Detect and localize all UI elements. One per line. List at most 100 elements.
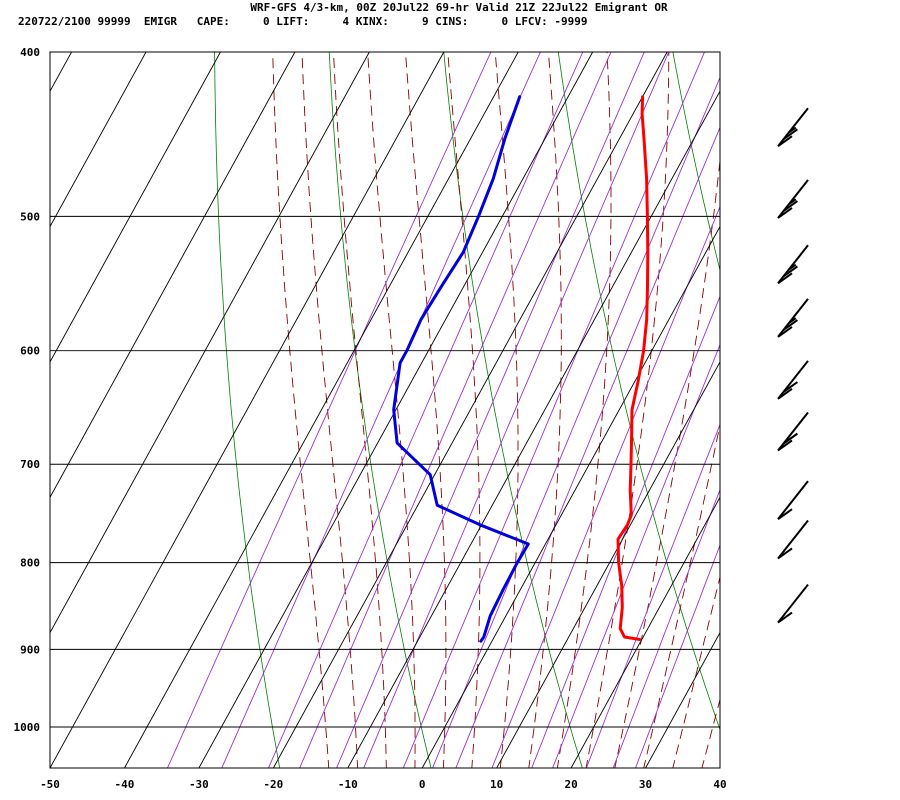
y-tick-labels: 400 500 600 700 800 900 1000 (14, 46, 41, 734)
wind-barb-flag (788, 263, 797, 271)
mixing-ratio-line (585, 423, 720, 768)
isotherm-line (421, 225, 720, 768)
wind-barb-staff (777, 583, 809, 624)
wind-barb (777, 298, 809, 338)
y-tick-label: 900 (20, 643, 40, 656)
dry-adiabat-line (892, 14, 900, 770)
x-tick-label: -30 (189, 778, 209, 791)
isotherm-line (50, 52, 296, 499)
dry-adiabat-line (672, 52, 720, 272)
wind-barb-flag (777, 508, 793, 520)
isotherm-line (719, 767, 720, 768)
mixing-ratio-line (531, 295, 720, 768)
moist-adiabat-line (367, 52, 416, 768)
temperature-profile-line (616, 95, 650, 641)
moist-adiabat-line (333, 52, 387, 768)
mixing-ratio-line (299, 52, 612, 768)
y-tick-label: 700 (20, 458, 40, 471)
isotherm-line (347, 90, 720, 768)
x-tick-labels: -50 -40 -30 -20 -10 0 10 20 30 40 (40, 778, 727, 791)
wind-barb-staff (777, 519, 809, 560)
y-tick-label: 400 (20, 46, 40, 59)
wind-barb-staff (777, 298, 809, 338)
thermodynamic-background (166, 14, 900, 770)
isotherm-line (50, 52, 147, 228)
moist-adiabat-line (301, 52, 359, 768)
wind-barb-flag (788, 126, 797, 134)
wind-barb-flag (782, 381, 798, 393)
moist-adiabat-line (643, 422, 720, 768)
wind-barb-flag (788, 317, 797, 325)
x-tick-label: 40 (713, 778, 726, 791)
mixing-ratio-line (552, 343, 720, 768)
dry-adiabat-line (557, 52, 720, 731)
x-tick-label: -10 (338, 778, 358, 791)
isotherm-line (272, 52, 668, 768)
isotherm-line (124, 52, 519, 768)
chart-grid (50, 52, 720, 768)
wind-barb-flag (777, 135, 793, 148)
wind-barb (777, 519, 809, 560)
wind-barb-flag (777, 439, 793, 452)
y-tick-label: 500 (20, 210, 40, 223)
isotherm-line (570, 496, 720, 768)
dry-adiabat-line (443, 52, 583, 768)
wind-barb-staff (777, 244, 809, 284)
moist-adiabat-line (731, 14, 900, 770)
wind-barb (777, 244, 809, 285)
wind-barb-flag (782, 265, 798, 278)
mixing-ratio-line (635, 544, 720, 768)
moist-adiabat-line (405, 52, 447, 768)
sounding-profiles (392, 95, 650, 643)
isotherm-line (50, 52, 72, 93)
isotherm-line (645, 631, 720, 768)
moist-adiabat-line (528, 52, 562, 768)
dewpoint-profile-line (392, 95, 530, 643)
mixing-ratio-line (267, 52, 584, 768)
wind-barb (777, 360, 809, 400)
wind-barb-flag (788, 198, 797, 206)
x-tick-label: 20 (564, 778, 577, 791)
chart-title: WRF-GFS 4/3-km, 00Z 20Jul22 69-hr Valid … (250, 1, 668, 14)
wind-barb-flag (777, 207, 793, 219)
moist-adiabat-line (585, 52, 670, 768)
x-tick-label: 10 (490, 778, 503, 791)
wind-barb-flag (777, 272, 793, 285)
wind-barb (777, 107, 809, 148)
moist-adiabat-line (760, 14, 900, 770)
moist-adiabat-line (701, 697, 720, 768)
wind-barb-flag (777, 388, 793, 400)
isotherm-line (50, 52, 221, 363)
wind-barb (777, 179, 809, 219)
wind-barb-staff (777, 480, 809, 520)
x-tick-label: 0 (419, 778, 426, 791)
wind-barb (777, 480, 809, 520)
mixing-ratio-line (336, 52, 645, 768)
wind-barb-flag (782, 128, 798, 141)
mixing-ratio-line (363, 52, 670, 768)
wind-barb (777, 411, 809, 452)
dry-adiabat-line (779, 14, 900, 770)
x-tick-label: 30 (639, 778, 652, 791)
moist-adiabat-line (614, 157, 720, 768)
mixing-ratio-line (612, 488, 720, 768)
wind-barb-staff (777, 360, 809, 400)
mixing-ratio-line (455, 126, 720, 768)
mixing-ratio-line (491, 205, 720, 768)
moist-adiabat-line (494, 52, 519, 768)
stability-params: 220722/2100 99999 EMIGR CAPE: 0 LIFT: 4 … (18, 15, 588, 28)
mixing-ratio-line (402, 52, 705, 768)
mixing-ratio-line (166, 52, 492, 768)
wind-barb-flag (782, 319, 798, 331)
plot-frame (49, 51, 721, 769)
y-tick-label: 1000 (14, 721, 41, 734)
dry-adiabat-line (328, 52, 432, 768)
wind-barb-flag (777, 547, 793, 560)
wind-barb-flag (777, 611, 793, 624)
moist-adiabat-line (272, 52, 330, 768)
y-tick-label: 600 (20, 345, 40, 358)
moist-adiabat-line (672, 575, 720, 768)
y-tick-label: 800 (20, 557, 40, 570)
wind-barb-flag (777, 326, 793, 338)
